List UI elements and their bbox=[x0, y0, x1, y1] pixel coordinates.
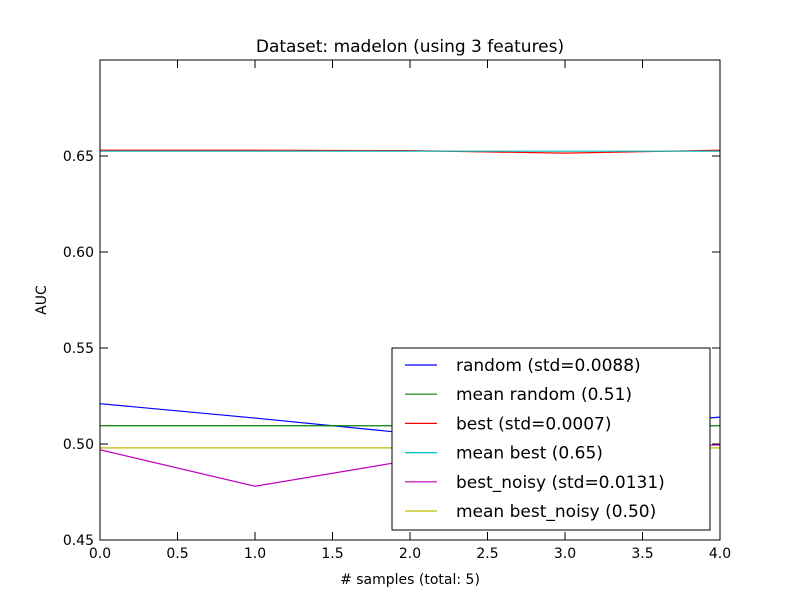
legend: random (std=0.0088) mean random (0.51) bes… bbox=[391, 347, 711, 531]
x-tick-label: 3.0 bbox=[554, 546, 576, 562]
y-tick-label: 0.60 bbox=[63, 245, 94, 261]
legend-label: random (std=0.0088) bbox=[456, 356, 641, 376]
x-tick-label: 3.5 bbox=[631, 546, 653, 562]
y-axis-title: AUC bbox=[34, 285, 50, 315]
x-tick-label: 4.0 bbox=[709, 546, 731, 562]
chart-title: Dataset: madelon (using 3 features) bbox=[256, 37, 564, 57]
legend-label: best (std=0.0007) bbox=[456, 414, 611, 434]
legend-label: best_noisy (std=0.0131) bbox=[456, 473, 665, 493]
x-tick-label: 0.0 bbox=[89, 546, 111, 562]
plot-area: 0.0 0.5 1.0 1.5 2.0 2.5 3.0 3.5 4.0 0.45 0.50 0.55 0… bbox=[63, 59, 731, 562]
x-tick-label: 1.5 bbox=[321, 546, 343, 562]
x-tick-label: 0.5 bbox=[166, 546, 188, 562]
legend-label: mean best (0.65) bbox=[456, 444, 603, 464]
legend-label: mean random (0.51) bbox=[456, 385, 632, 405]
legend-box bbox=[391, 347, 711, 531]
x-axis-title: # samples (total: 5) bbox=[340, 572, 480, 588]
y-tick-label: 0.50 bbox=[63, 437, 94, 453]
y-tick-label: 0.55 bbox=[63, 341, 94, 357]
legend-label: mean best_noisy (0.50) bbox=[456, 502, 656, 522]
y-tick-label: 0.65 bbox=[63, 149, 94, 165]
y-tick-label: 0.45 bbox=[63, 533, 94, 549]
x-tick-label: 2.0 bbox=[399, 546, 421, 562]
x-tick-label: 2.5 bbox=[476, 546, 498, 562]
x-tick-label: 1.0 bbox=[244, 546, 266, 562]
